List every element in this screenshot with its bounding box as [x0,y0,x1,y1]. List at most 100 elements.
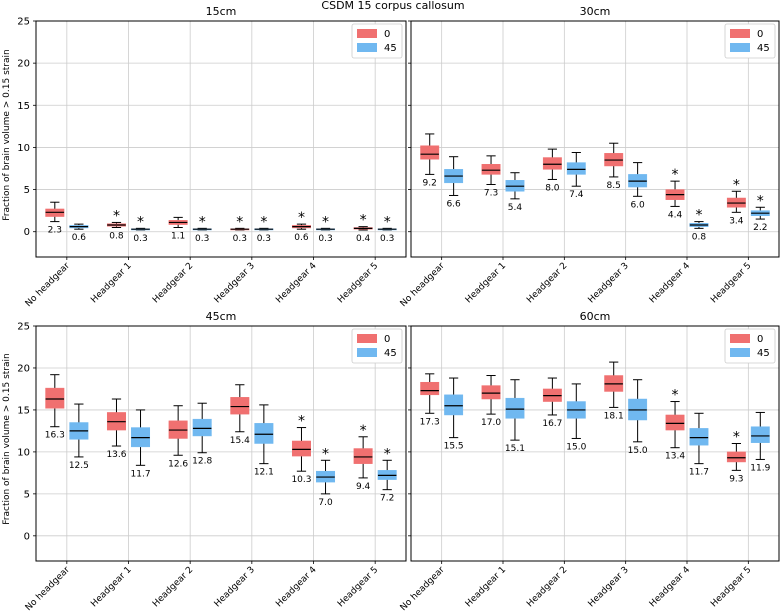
y-axis-label-bottom: Fraction of brain volume > 0.15 strain [2,353,12,524]
x-tick-label: Headgear 1 [89,261,133,305]
box-45-headgear-4: 0.8 * [689,208,709,242]
x-tick-label: Headgear 2 [151,565,195,609]
median-value-label: 2.3 [48,226,62,236]
box-0-headgear-4: 0.6 * [291,210,311,243]
box-45-headgear-2: 0.3 * [192,214,212,244]
legend: 045 [724,328,776,364]
median-value-label: 13.6 [106,450,126,460]
panel-60cm: No headgear Headgear 1 Headgear 2 Headgear … [399,310,780,613]
x-tick-label: Headgear 4 [648,565,692,609]
median-value-label: 1.1 [171,232,185,242]
significance-star: * [360,213,367,229]
median-value-label: 16.7 [542,419,562,429]
x-tick-label: Headgear 3 [587,261,631,305]
median-value-label: 11.7 [689,468,709,478]
median-value-label: 7.4 [569,190,584,200]
box-iqr [420,145,440,160]
x-tick-label: Headgear 5 [709,565,753,609]
box-45-no-headgear: 15.5 [444,377,464,452]
box-0-headgear-2: 8.0 [542,148,562,193]
y-axis-label-top: Fraction of brain volume > 0.15 strain [2,49,12,220]
y-tick-label: 5 [24,489,30,500]
legend: 045 [351,328,403,364]
median-value-label: 0.4 [356,234,371,244]
y-tick-label: 0 [24,531,30,542]
x-tick-label: Headgear 2 [151,261,195,305]
median-value-label: 0.3 [318,234,332,244]
box-0-headgear-2: 1.1 [168,216,188,242]
median-value-label: 4.4 [668,210,683,220]
box-45-headgear-5: 0.3 * [377,214,397,244]
significance-star: * [733,430,740,446]
legend-swatch-45 [357,43,377,52]
median-value-label: 0.3 [195,234,209,244]
legend-label-0: 0 [757,334,763,345]
median-value-label: 0.6 [72,233,87,243]
box-0-no-headgear: 16.3 [45,374,65,441]
box-iqr [230,397,250,415]
box-0-headgear-4: 4.4 * [665,167,685,220]
box-iqr [726,451,746,463]
median-value-label: 7.3 [484,189,498,199]
box-0-headgear-1: 13.6 [106,398,127,460]
median-value-label: 15.4 [230,436,250,446]
box-iqr [665,414,685,431]
legend-label-45: 45 [384,43,397,54]
median-value-label: 12.1 [254,468,274,478]
legend-label-0: 0 [384,334,390,345]
box-0-headgear-5: 0.4 * [353,213,373,244]
median-value-label: 7.0 [318,498,333,508]
legend-swatch-0 [357,334,377,343]
y-tick-label: 5 [24,185,30,196]
box-45-headgear-2: 12.8 [192,402,212,467]
median-value-label: 15.0 [628,446,648,456]
box-0-headgear-5: 9.4 * [353,423,373,492]
plot-frame [410,325,780,562]
x-tick-label: Headgear 3 [587,565,631,609]
panel-15cm: 0 5 10 15 20 25 No headgear Headgear 1 Headgear … [17,5,407,309]
median-value-label: 0.3 [257,234,271,244]
box-iqr [45,387,65,409]
box-0-headgear-5: 9.3 * [726,430,746,484]
median-value-label: 0.3 [133,234,147,244]
x-tick-label: No headgear [399,565,447,613]
y-tick-label: 15 [17,405,30,416]
box-0-headgear-1: 17.0 [481,375,501,428]
box-0-headgear-3: 8.5 [604,142,624,191]
y-tick-label: 15 [17,101,30,112]
box-45-headgear-5: 7.2 * [377,446,397,504]
x-tick-label: No headgear [24,261,72,309]
median-value-label: 15.0 [566,442,586,452]
x-tick-label: Headgear 2 [525,565,569,609]
box-iqr [444,394,464,416]
panel-title: 30cm [580,5,611,18]
panel-title: 60cm [580,310,611,323]
legend-label-45: 45 [384,348,397,359]
panel-45cm: 0 5 10 15 20 25 No headgear Headgear 1 Headgear … [17,310,407,613]
significance-star: * [322,446,329,462]
legend-label-45: 45 [757,43,770,54]
box-0-no-headgear: 17.3 [420,373,440,427]
median-value-label: 12.5 [69,461,89,471]
y-tick-label: 25 [17,17,30,28]
legend-swatch-45 [730,43,750,52]
x-tick-label: Headgear 1 [89,565,133,609]
x-tick-label: Headgear 1 [464,261,508,305]
box-45-headgear-1: 15.1 [505,379,525,454]
box-45-headgear-1: 11.7 [131,409,151,479]
box-0-headgear-3: 15.4 [230,384,250,446]
significance-star: * [260,214,267,230]
median-value-label: 0.3 [380,234,394,244]
legend-swatch-0 [730,334,750,343]
significance-star: * [384,214,391,230]
box-iqr [750,426,770,443]
legend-label-0: 0 [757,29,763,40]
median-value-label: 2.2 [753,223,767,233]
box-iqr [481,385,501,400]
median-value-label: 0.8 [692,232,707,242]
box-iqr [542,157,562,170]
median-value-label: 11.7 [131,469,151,479]
box-45-headgear-2: 15.0 [566,383,587,452]
x-tick-label: Headgear 5 [709,261,753,305]
